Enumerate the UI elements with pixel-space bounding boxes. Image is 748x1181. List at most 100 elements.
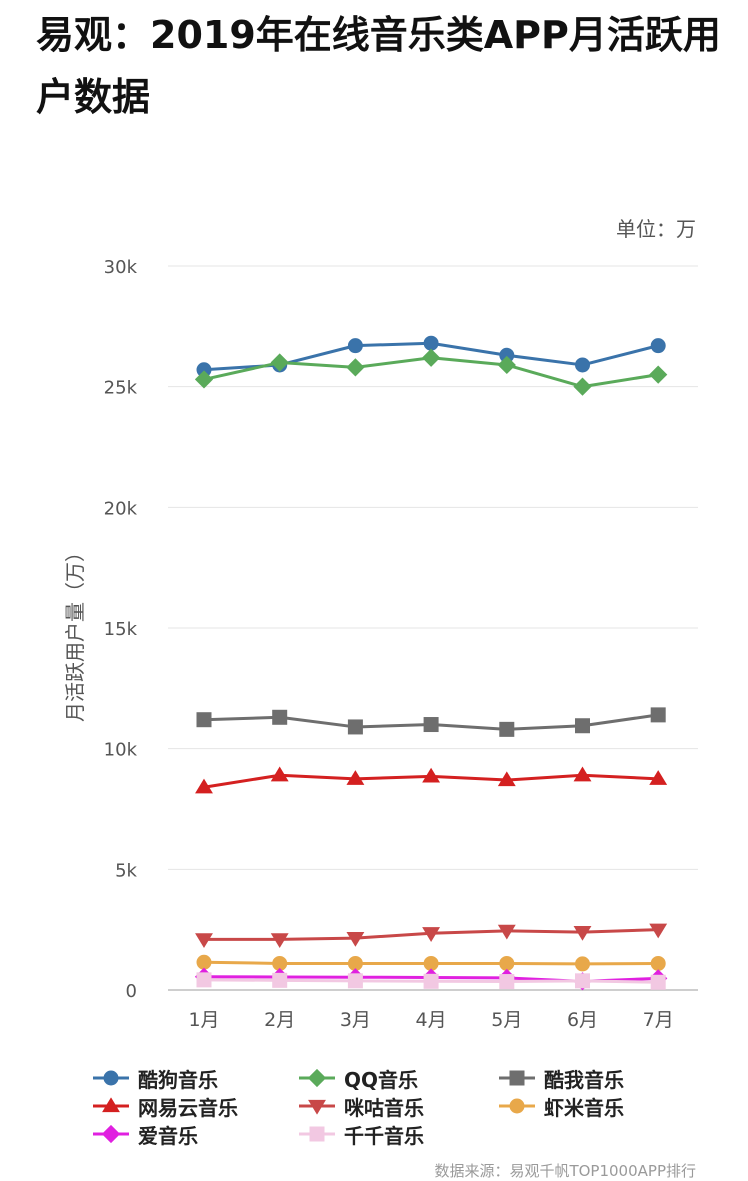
data-point-咪咕音乐	[573, 925, 592, 941]
y-tick-label: 15k	[104, 619, 138, 640]
data-point-网易云音乐	[422, 767, 441, 783]
y-tick-label: 20k	[104, 498, 138, 519]
y-axis-ticks: 0 5k 10k 15k 20k 25k 30k	[104, 257, 138, 1002]
legend-swatch-marker	[307, 1068, 327, 1088]
legend-swatch	[299, 1068, 335, 1088]
data-point-酷我音乐	[499, 721, 515, 737]
data-point-酷我音乐	[196, 712, 212, 728]
x-tick-label: 7月	[643, 1009, 674, 1031]
legend-item-网易云音乐: 网易云音乐	[92, 1092, 238, 1120]
y-tick-label: 5k	[115, 860, 137, 881]
data-point-酷狗音乐	[575, 357, 590, 373]
data-point-网易云音乐	[573, 766, 592, 782]
data-point-QQ音乐	[573, 377, 592, 396]
series-group	[194, 335, 668, 991]
data-point-酷狗音乐	[650, 338, 666, 354]
legend-label: 酷狗音乐	[138, 1067, 218, 1092]
grid	[168, 265, 698, 991]
legend-label: 千千音乐	[344, 1123, 424, 1148]
legend-label: 咪咕音乐	[344, 1095, 424, 1120]
legend-swatch	[499, 1098, 535, 1114]
legend-swatch-marker	[309, 1126, 325, 1142]
source-note: 数据来源：易观千帆TOP1000APP排行	[434, 1162, 696, 1180]
legend-swatch	[93, 1070, 129, 1086]
legend-swatch-marker	[509, 1098, 525, 1114]
legend-label: 虾米音乐	[544, 1095, 624, 1120]
data-point-网易云音乐	[497, 771, 516, 787]
data-point-千千音乐	[650, 974, 666, 990]
x-tick-label: 5月	[491, 1009, 522, 1031]
data-point-千千音乐	[499, 974, 515, 990]
data-point-QQ音乐	[649, 365, 668, 384]
data-point-网易云音乐	[270, 766, 289, 782]
legend-swatch	[499, 1070, 535, 1086]
legend-label: 爱音乐	[138, 1123, 198, 1148]
x-tick-label: 4月	[416, 1009, 447, 1031]
legend-label: 酷我音乐	[544, 1067, 624, 1092]
data-point-千千音乐	[423, 973, 439, 989]
legend-item-虾米音乐: 虾米音乐	[498, 1092, 624, 1120]
unit-label: 单位：万	[616, 217, 696, 241]
legend-swatch	[93, 1097, 129, 1113]
data-point-千千音乐	[196, 972, 212, 988]
x-tick-label: 6月	[567, 1009, 598, 1031]
data-point-千千音乐	[575, 973, 590, 989]
data-point-酷狗音乐	[423, 335, 439, 351]
data-point-酷狗音乐	[347, 338, 363, 354]
legend-swatch	[93, 1124, 129, 1144]
data-point-咪咕音乐	[649, 923, 668, 939]
legend-item-咪咕音乐: 咪咕音乐	[298, 1092, 424, 1120]
series-酷我音乐	[196, 707, 666, 737]
legend-swatch	[299, 1126, 335, 1142]
legend-swatch-marker	[308, 1099, 326, 1115]
series-咪咕音乐	[195, 923, 668, 948]
y-tick-label: 25k	[104, 378, 138, 399]
data-point-咪咕音乐	[270, 933, 289, 948]
data-point-咪咕音乐	[346, 932, 365, 947]
series-QQ音乐	[194, 348, 668, 396]
legend-label: 网易云音乐	[138, 1095, 238, 1120]
series-虾米音乐	[196, 954, 666, 972]
legend-label: QQ音乐	[344, 1067, 419, 1092]
data-point-QQ音乐	[421, 348, 441, 367]
y-tick-label: 10k	[104, 740, 138, 761]
x-tick-label: 1月	[188, 1009, 219, 1031]
legend-item-QQ音乐: QQ音乐	[298, 1064, 418, 1092]
x-tick-label: 3月	[340, 1009, 371, 1031]
data-point-咪咕音乐	[422, 927, 441, 942]
y-tick-label: 30k	[104, 257, 138, 278]
data-point-酷我音乐	[347, 719, 363, 735]
page-title: 易观：2019年在线音乐类APP月活跃用户数据	[36, 13, 721, 119]
data-point-虾米音乐	[650, 955, 666, 971]
data-point-千千音乐	[347, 973, 363, 989]
data-point-QQ音乐	[346, 358, 365, 377]
legend-swatch-marker	[101, 1124, 121, 1144]
legend-item-爱音乐: 爱音乐	[92, 1120, 198, 1148]
legend-swatch-marker	[509, 1070, 525, 1086]
data-point-QQ音乐	[270, 353, 289, 372]
data-point-虾米音乐	[575, 956, 590, 972]
data-point-酷我音乐	[650, 707, 666, 723]
legend-swatch-marker	[103, 1070, 119, 1086]
series-千千音乐	[196, 972, 666, 990]
data-point-网易云音乐	[649, 770, 668, 785]
data-point-酷我音乐	[423, 717, 439, 733]
data-point-网易云音乐	[346, 770, 365, 785]
data-point-酷我音乐	[272, 709, 288, 725]
data-point-酷我音乐	[575, 718, 590, 734]
data-point-咪咕音乐	[195, 933, 213, 948]
legend-item-酷我音乐: 酷我音乐	[498, 1064, 624, 1092]
data-point-咪咕音乐	[497, 924, 516, 940]
data-point-QQ音乐	[194, 370, 214, 389]
data-point-虾米音乐	[499, 955, 515, 971]
data-point-虾米音乐	[196, 954, 212, 970]
y-tick-label: 0	[126, 981, 137, 1002]
x-axis-ticks: 1月 2月 3月 4月 5月 6月 7月	[188, 1009, 673, 1031]
data-point-QQ音乐	[497, 355, 516, 375]
legend-item-千千音乐: 千千音乐	[298, 1120, 424, 1148]
legend-item-酷狗音乐: 酷狗音乐	[92, 1064, 218, 1092]
data-point-千千音乐	[272, 972, 288, 988]
legend-swatch-marker	[102, 1097, 120, 1113]
y-axis-label: 月活跃用户量（万）	[63, 542, 87, 722]
